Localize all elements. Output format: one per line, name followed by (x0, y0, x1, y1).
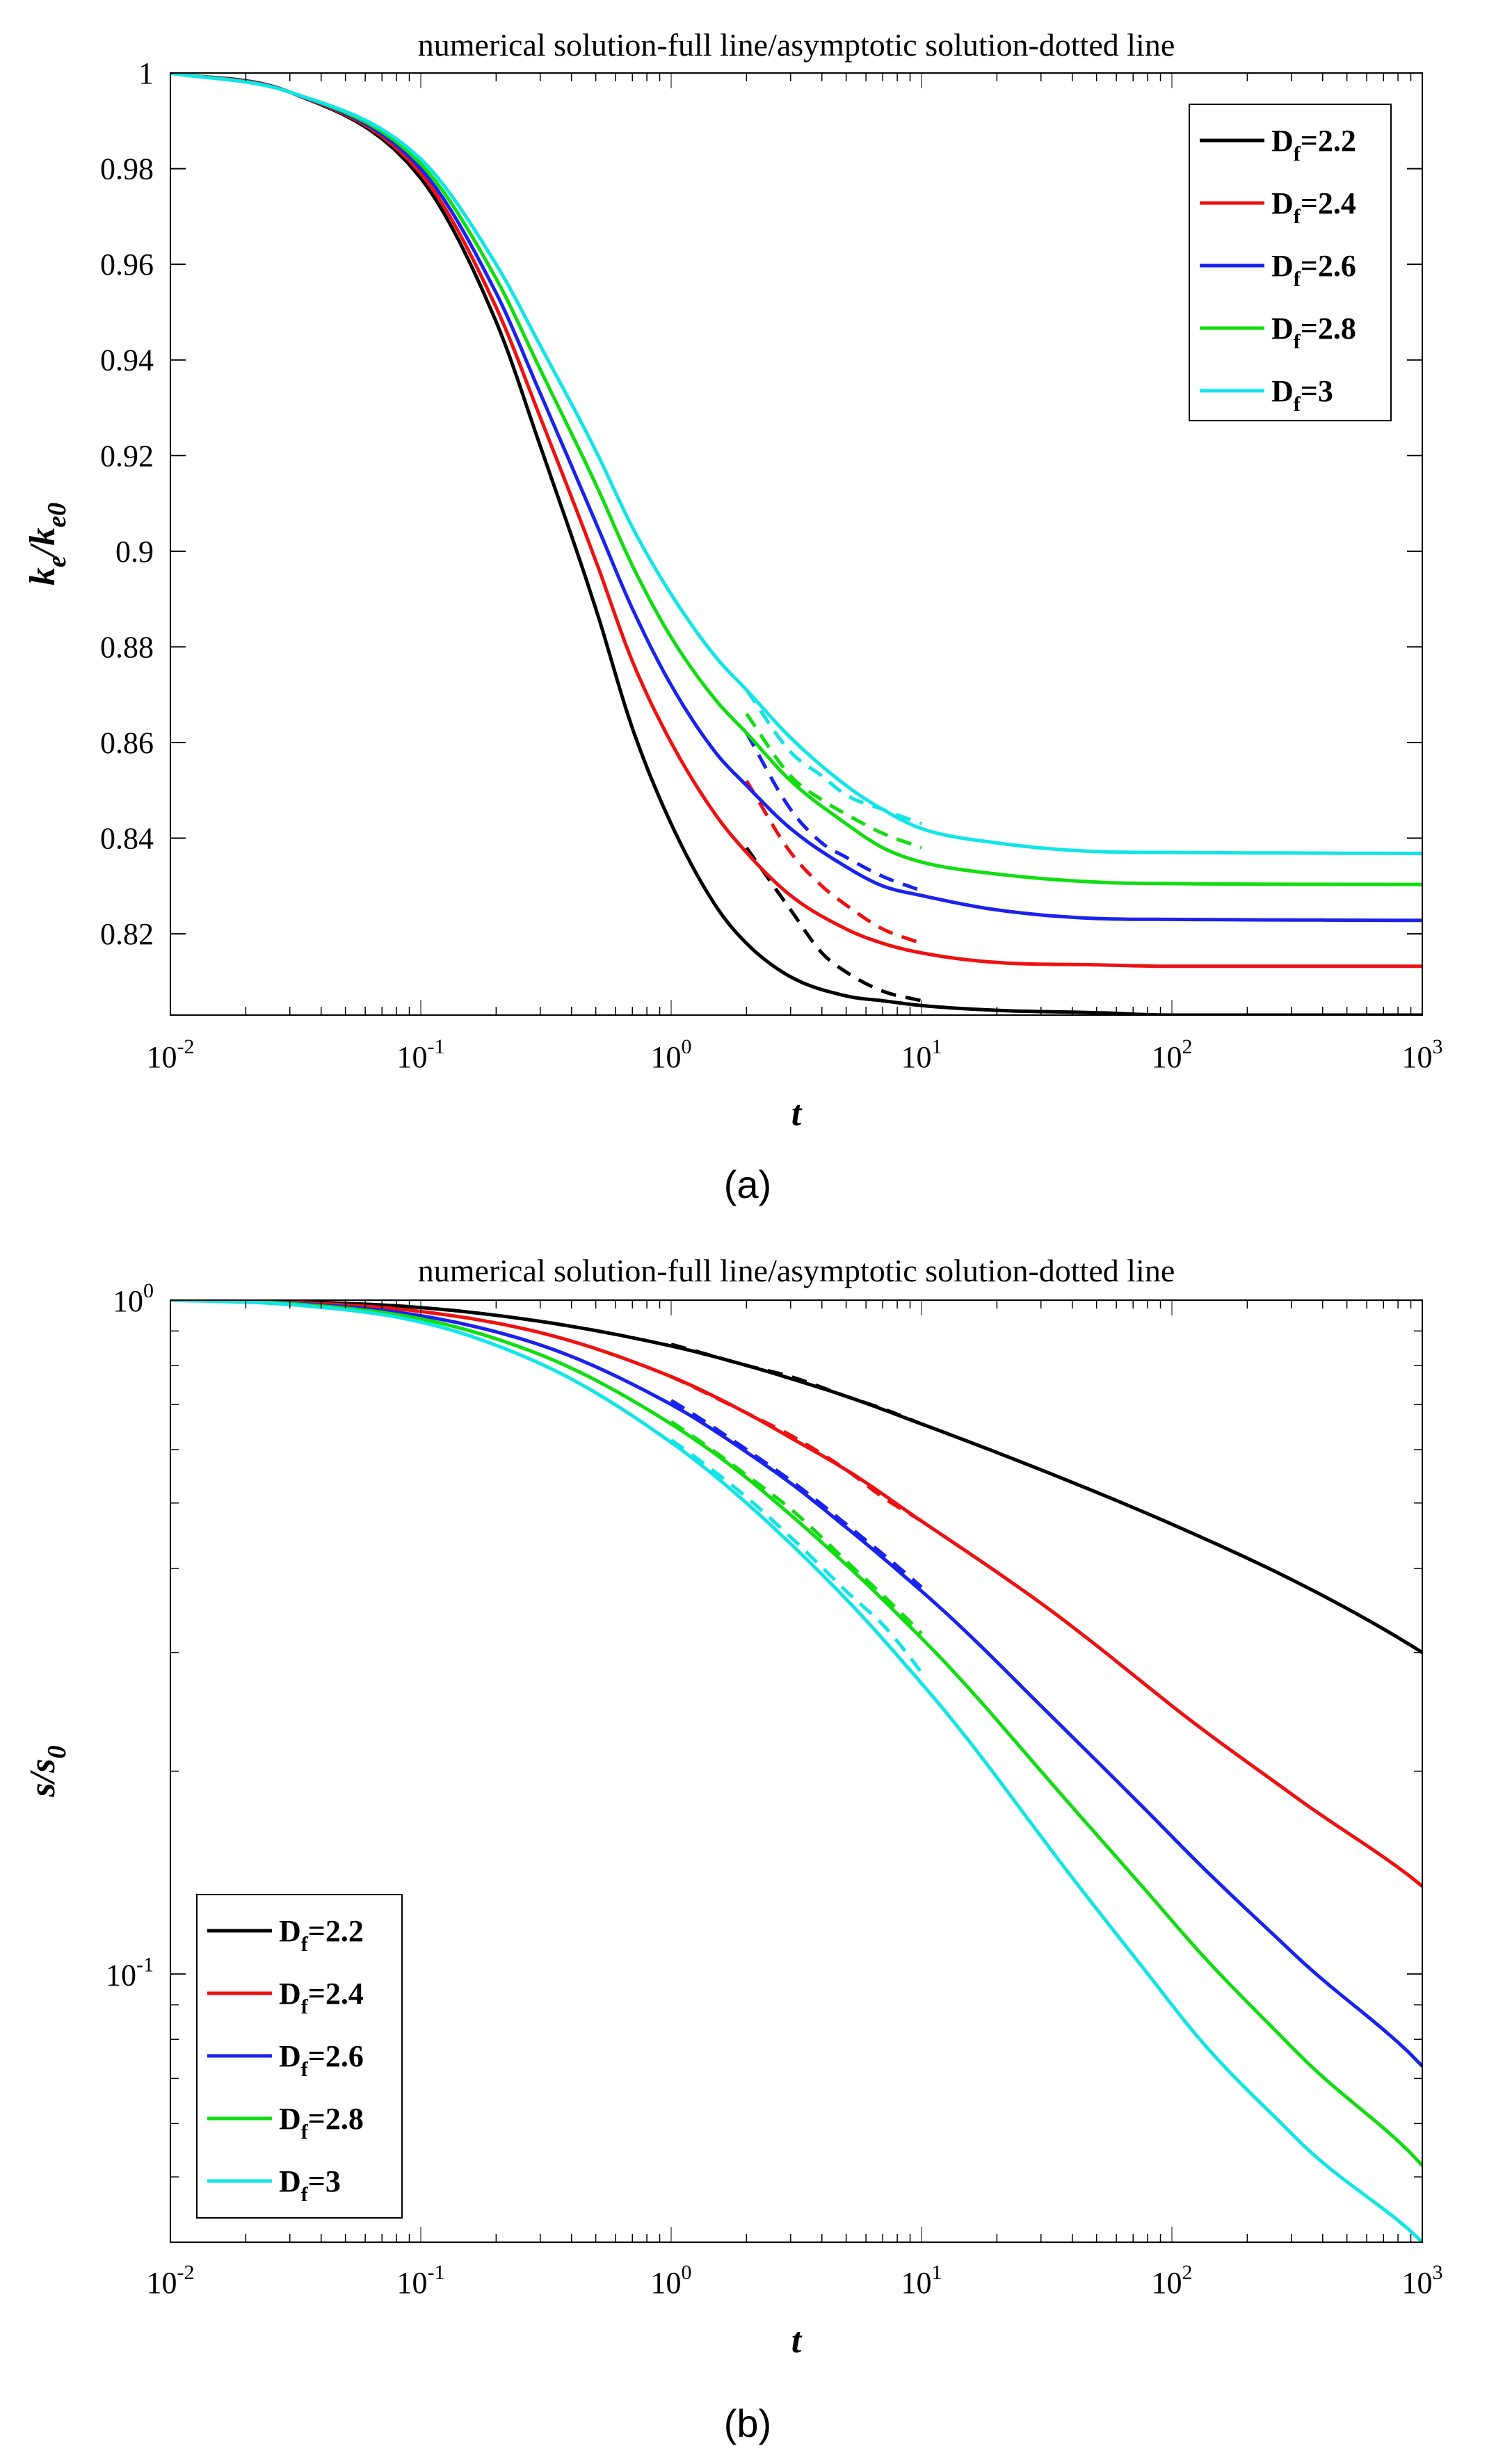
asymptotic-line-b-1 (670, 1375, 923, 1523)
x-tick-label-b-0: 10-2 (147, 2261, 195, 2300)
y-tick-label-a-3: 0.94 (100, 343, 154, 378)
legend-label-b-2: Df=2.6 (279, 2039, 364, 2081)
y-tick-label-b-0: 100 (113, 1279, 154, 1318)
series-line-a-3 (170, 73, 1422, 886)
x-axis-label-a: t (791, 1094, 803, 1133)
y-tick-label-a-6: 0.88 (100, 630, 154, 664)
asymptotic-line-b-4 (670, 1438, 924, 1674)
legend-b: Df=2.2 Df=2.4 Df=2.6 Df=2.8 Df=3 (196, 1894, 403, 2219)
y-tick-label-a-0: 1 (138, 56, 154, 90)
chart-title-a: numerical solution-full line/asymptotic … (418, 27, 1175, 63)
series-line-a-0 (170, 73, 1422, 1015)
x-tick-label-a-2: 100 (651, 1035, 692, 1074)
legend-label-b-3: Df=2.8 (279, 2102, 364, 2143)
x-tick-label-a-0: 10-2 (147, 1035, 195, 1074)
chart-b: numerical solution-full line/asymptotic … (23, 1253, 1443, 2360)
legend-label-a-2: Df=2.6 (1271, 249, 1356, 291)
x-tick-label-b-3: 101 (901, 2261, 942, 2300)
x-tick-label-a-1: 10-1 (397, 1035, 445, 1074)
y-tick-label-a-8: 0.84 (100, 822, 154, 856)
x-tick-label-b-5: 103 (1402, 2261, 1443, 2300)
legend-box-a (1189, 104, 1392, 421)
asymptotic-line-a-2 (745, 731, 922, 893)
y-tick-label-b-1: 10-1 (106, 1953, 154, 1992)
panel-label-b: (b) (724, 2401, 771, 2445)
x-tick-label-a-5: 103 (1402, 1035, 1443, 1074)
y-tick-label-a-9: 0.82 (100, 917, 154, 951)
series-line-b-2 (170, 1300, 1422, 2068)
legend-label-b-0: Df=2.2 (279, 1914, 364, 1956)
legend-label-b-4: Df=3 (279, 2164, 341, 2206)
panel-label-a: (a) (724, 1162, 771, 1206)
legend-a: Df=2.2 Df=2.4 Df=2.6 Df=2.8 Df=3 (1189, 104, 1392, 421)
y-tick-label-a-7: 0.86 (100, 726, 154, 760)
x-tick-label-a-3: 101 (901, 1035, 942, 1074)
asymptotic-line-a-3 (745, 713, 922, 850)
series-line-a-1 (170, 73, 1422, 968)
asymptotic-line-b-3 (670, 1420, 923, 1635)
y-tick-label-a-4: 0.92 (100, 439, 154, 473)
y-tick-label-a-1: 0.98 (100, 152, 154, 186)
series-line-b-4 (170, 1300, 1422, 2242)
y-tick-label-a-2: 0.96 (100, 248, 154, 282)
y-axis-label-b: s/s0 (23, 1746, 72, 1798)
asymptotic-line-b-0 (670, 1343, 922, 1426)
x-axis-label-b: t (791, 2321, 803, 2360)
legend-label-a-0: Df=2.2 (1271, 124, 1356, 165)
legend-label-b-1: Df=2.4 (279, 1977, 364, 2018)
chart-a: numerical solution-full line/asymptotic … (23, 27, 1443, 1133)
legend-label-a-1: Df=2.4 (1271, 186, 1356, 228)
series-line-a-4 (170, 73, 1422, 855)
x-tick-label-b-4: 102 (1152, 2261, 1193, 2300)
x-tick-label-b-2: 100 (651, 2261, 692, 2300)
y-tick-label-a-5: 0.9 (115, 535, 154, 569)
x-tick-label-a-4: 102 (1152, 1035, 1193, 1074)
series-line-a-2 (170, 73, 1422, 923)
asymptotic-line-a-1 (745, 779, 922, 946)
series-line-b-3 (170, 1300, 1422, 2167)
legend-label-a-3: Df=2.8 (1271, 311, 1356, 353)
y-axis-label-a: ke/ke0 (23, 503, 72, 585)
asymptotic-line-b-2 (670, 1399, 923, 1589)
plot-area-a (170, 73, 1422, 1015)
axes-box-a (170, 72, 1423, 1016)
asymptotic-line-a-4 (745, 688, 922, 826)
chart-title-b: numerical solution-full line/asymptotic … (418, 1253, 1175, 1288)
x-tick-label-b-1: 10-1 (397, 2261, 445, 2300)
legend-label-a-4: Df=3 (1271, 374, 1333, 416)
asymptotic-line-a-0 (745, 846, 922, 1003)
